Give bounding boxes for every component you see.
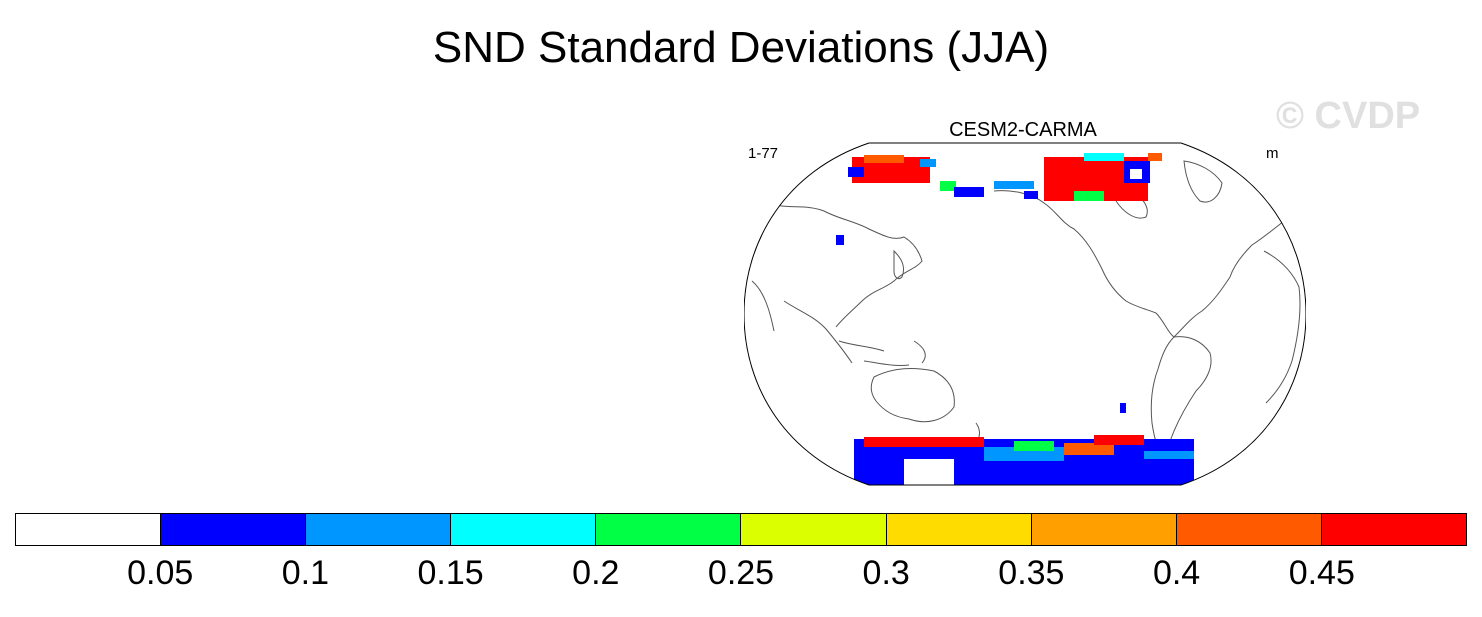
colorbar-tick-label: 0.3 [862, 554, 910, 592]
coast-japan [893, 249, 905, 280]
colorbar-swatch [740, 514, 886, 545]
siberia-green [940, 181, 956, 191]
panel-units-label: m [1266, 145, 1279, 162]
colorbar [15, 513, 1467, 546]
snow-field [836, 153, 1194, 485]
coast-africa [1263, 250, 1301, 404]
andes-patch [1120, 403, 1126, 413]
coast-greenland [1183, 160, 1223, 203]
coast-indonesia [838, 340, 926, 366]
coast-asia [763, 200, 923, 328]
panel-years-label: 1-77 [748, 145, 779, 162]
colorbar-swatch [885, 514, 1031, 545]
coast-southasia [751, 280, 853, 364]
antarctica-orange [1064, 443, 1114, 455]
colorbar-tick-label: 0.2 [572, 554, 620, 592]
coast-australia [870, 368, 955, 423]
siberia-edge [864, 155, 904, 163]
colorbar-tick-label: 0.05 [127, 554, 194, 592]
antarctica-cyan-east [1144, 451, 1194, 459]
alaska-cyan [994, 181, 1034, 189]
colorbar-tick-label: 0.4 [1152, 554, 1201, 592]
colorbar-swatch [160, 514, 306, 545]
colorbar-tick-label: 0.35 [998, 554, 1065, 592]
coast-na-west [993, 190, 1157, 314]
colorbar-labels: 0.05 0.1 0.15 0.2 0.25 0.3 0.35 0.4 0.45 [15, 553, 1467, 593]
world-map [744, 142, 1306, 486]
coast-na-east [1155, 220, 1285, 338]
colorbar-tick-label: 0.15 [417, 554, 484, 592]
canada-east [1148, 153, 1162, 161]
panel-title: CESM2-CARMA [949, 119, 1097, 141]
tibet-patch [836, 235, 844, 245]
colorbar-swatch [595, 514, 741, 545]
canada-green [1074, 191, 1104, 201]
antarctica-interior-gap [904, 459, 954, 485]
canada-cyan [1084, 153, 1124, 161]
alaska-blue2 [1024, 191, 1038, 199]
colorbar-tick-label: 0.1 [281, 554, 330, 592]
colorbar-tick-label: 0.45 [1288, 554, 1355, 592]
colorbar-swatch [305, 514, 451, 545]
colorbar-tick-label: 0.25 [707, 554, 775, 592]
antarctica-red-west [864, 437, 984, 447]
antarctica-red-east [1094, 435, 1144, 445]
figure-title: SND Standard Deviations (JJA) [432, 23, 1050, 72]
siberia-blue [848, 167, 864, 177]
colorbar-swatch [1030, 514, 1176, 545]
coastlines [751, 160, 1301, 461]
colorbar-swatch [16, 514, 161, 545]
watermark: © CVDP [1276, 95, 1421, 137]
antarctica-green [1014, 441, 1054, 451]
colorbar-swatch [1175, 514, 1321, 545]
alaska-blue [954, 187, 984, 197]
canada-gap [1130, 169, 1142, 179]
globe-outline [744, 142, 1306, 486]
siberia-cyan [920, 159, 936, 167]
colorbar-swatch [1320, 514, 1466, 545]
colorbar-swatch [450, 514, 596, 545]
